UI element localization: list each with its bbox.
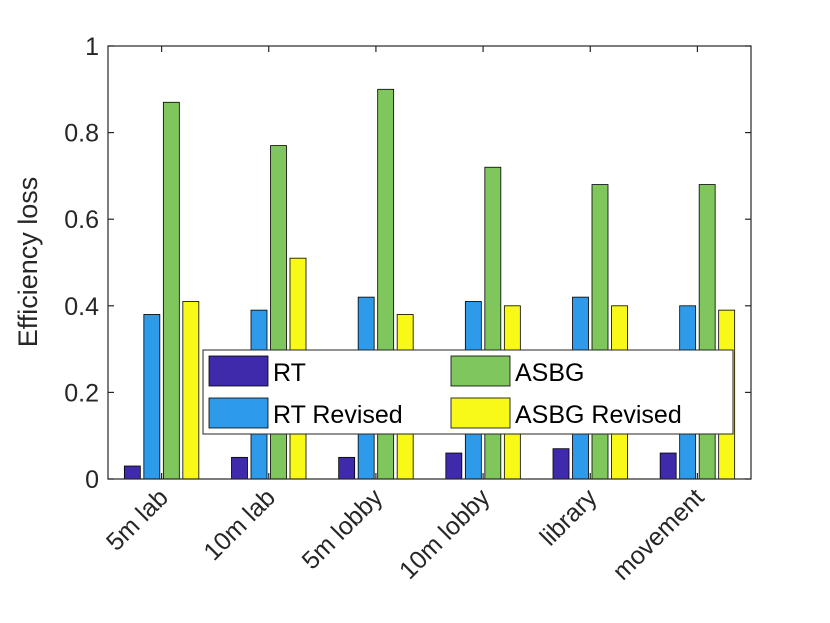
y-tick-label: 0: [85, 466, 99, 494]
bar-rt-10m-lab: [231, 456, 248, 480]
y-tick-label: 0.4: [64, 293, 99, 321]
legend-swatch: [450, 397, 511, 429]
legend-swatch: [208, 355, 269, 387]
bar-rt-library: [552, 448, 570, 480]
y-tick-label: 0.8: [64, 120, 99, 148]
bar-rt-5m-lab: [123, 465, 141, 480]
bar-rt-5m-lobby: [338, 456, 356, 480]
bar-asbg-revised-5m-lab: [182, 301, 200, 480]
bar-asbg-movement: [698, 184, 716, 480]
bar-rt-movement: [659, 452, 677, 480]
legend-label: ASBG: [515, 359, 584, 387]
y-axis-label: Efficiency loss: [13, 177, 43, 348]
plot-frame: [107, 45, 752, 480]
legend-label: RT: [273, 359, 306, 387]
legend-swatch: [450, 355, 511, 387]
y-tick-label: 1: [85, 33, 99, 61]
legend: RT ASBG RT Revised ASBG Revised: [202, 349, 734, 435]
bar-rt-10m-lobby: [445, 452, 463, 480]
bar-rt-revised-5m-lab: [143, 314, 161, 480]
y-tick-label: 0.2: [64, 379, 99, 407]
bar-asbg-library: [591, 184, 609, 480]
legend-label: RT Revised: [273, 401, 403, 429]
legend-swatch: [208, 397, 269, 429]
y-axis: 0 0.2 0.4 0.6 0.8 1: [64, 33, 751, 494]
legend-label: ASBG Revised: [515, 401, 682, 429]
y-tick-label: 0.6: [64, 206, 99, 234]
bar-asbg-5m-lab: [162, 101, 180, 480]
